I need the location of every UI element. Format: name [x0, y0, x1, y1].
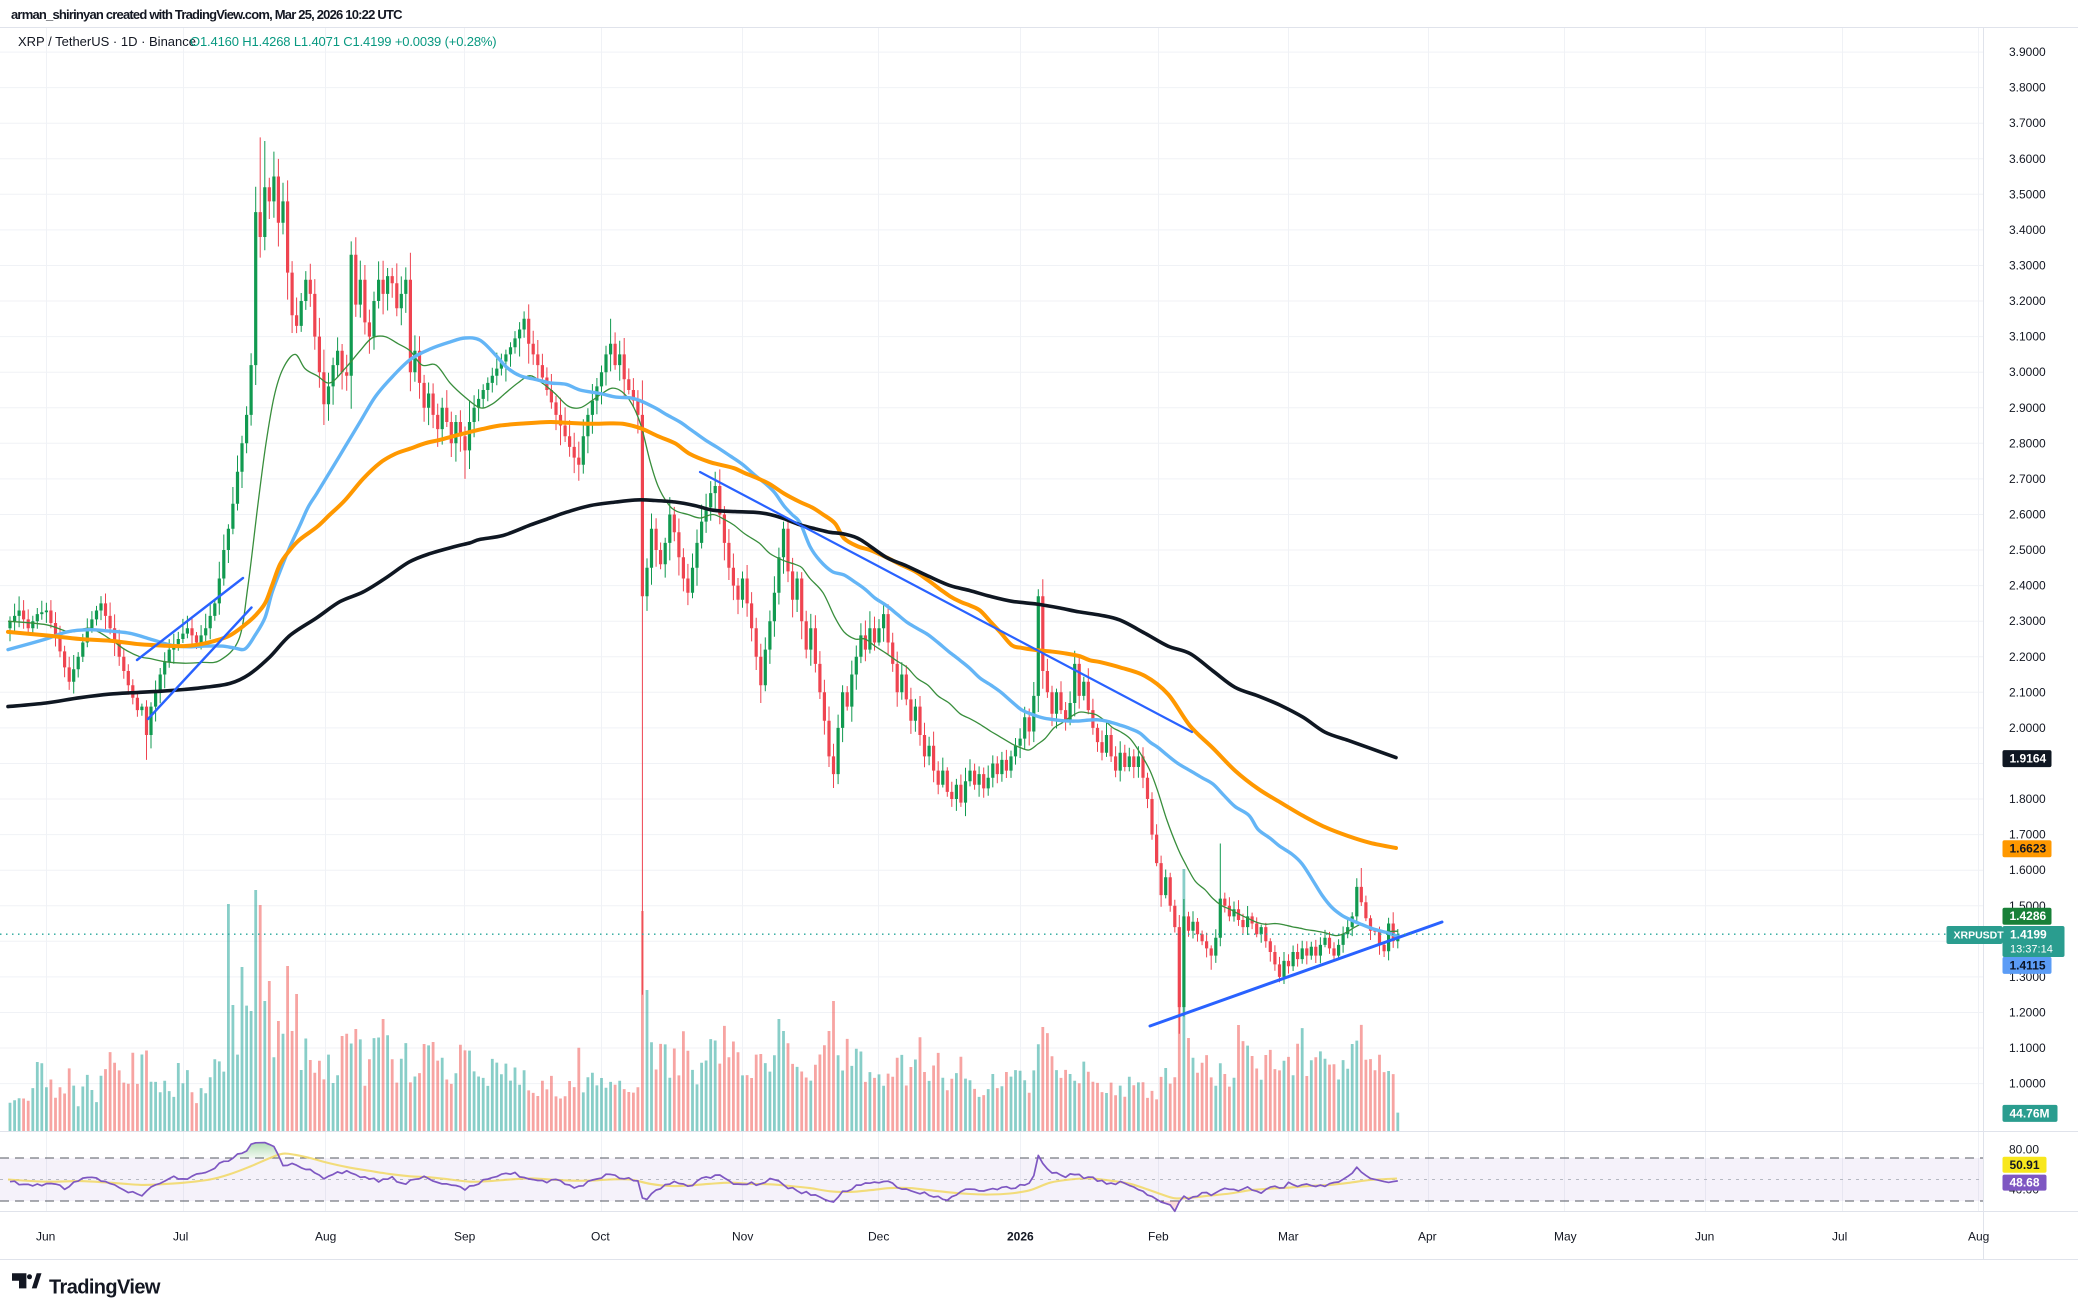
svg-text:2.9000: 2.9000	[2009, 401, 2046, 415]
svg-text:XRP / TetherUS · 1D · Binance: XRP / TetherUS · 1D · Binance	[18, 34, 196, 49]
svg-text:1.2000: 1.2000	[2009, 1006, 2046, 1020]
svg-text:2.4000: 2.4000	[2009, 579, 2046, 593]
svg-text:O1.4160 H1.4268 L1.4071 C1.419: O1.4160 H1.4268 L1.4071 C1.4199 +0.0039 …	[190, 34, 497, 49]
svg-text:Oct: Oct	[591, 1230, 610, 1244]
svg-text:XRPUSDT: XRPUSDT	[1954, 930, 2005, 942]
svg-text:3.5000: 3.5000	[2009, 187, 2046, 201]
svg-text:Nov: Nov	[732, 1230, 753, 1244]
svg-text:3.9000: 3.9000	[2009, 45, 2046, 59]
svg-text:Jul: Jul	[1832, 1230, 1847, 1244]
svg-text:2.7000: 2.7000	[2009, 472, 2046, 486]
svg-text:1.0000: 1.0000	[2009, 1077, 2046, 1091]
svg-text:2026: 2026	[1007, 1230, 1034, 1244]
svg-text:50.91: 50.91	[2010, 1158, 2040, 1172]
svg-text:3.1000: 3.1000	[2009, 330, 2046, 344]
svg-text:Mar: Mar	[1278, 1230, 1299, 1244]
svg-text:Aug: Aug	[315, 1230, 336, 1244]
svg-text:80.00: 80.00	[2009, 1142, 2039, 1156]
svg-text:Dec: Dec	[868, 1230, 889, 1244]
svg-text:44.76M: 44.76M	[2010, 1106, 2050, 1120]
svg-text:Jun: Jun	[36, 1230, 55, 1244]
svg-text:3.3000: 3.3000	[2009, 259, 2046, 273]
svg-text:Apr: Apr	[1418, 1230, 1437, 1244]
svg-text:1.8000: 1.8000	[2009, 792, 2046, 806]
svg-text:3.8000: 3.8000	[2009, 81, 2046, 95]
svg-text:Sep: Sep	[454, 1230, 476, 1244]
svg-text:1.1000: 1.1000	[2009, 1041, 2046, 1055]
svg-text:2.6000: 2.6000	[2009, 508, 2046, 522]
svg-text:May: May	[1554, 1230, 1577, 1244]
svg-text:1.7000: 1.7000	[2009, 828, 2046, 842]
svg-text:3.2000: 3.2000	[2009, 294, 2046, 308]
svg-text:1.4286: 1.4286	[2010, 909, 2047, 923]
svg-text:arman_shirinyan created with T: arman_shirinyan created with TradingView…	[11, 7, 403, 22]
svg-text:3.7000: 3.7000	[2009, 116, 2046, 130]
svg-text:2.3000: 2.3000	[2009, 614, 2046, 628]
svg-text:Feb: Feb	[1148, 1230, 1169, 1244]
svg-text:3.6000: 3.6000	[2009, 152, 2046, 166]
svg-text:2.8000: 2.8000	[2009, 436, 2046, 450]
svg-text:1.4199: 1.4199	[2010, 928, 2047, 942]
svg-text:Aug: Aug	[1968, 1230, 1989, 1244]
svg-text:1.6000: 1.6000	[2009, 863, 2046, 877]
svg-text:1.4115: 1.4115	[2010, 958, 2046, 972]
svg-text:Jun: Jun	[1695, 1230, 1714, 1244]
svg-text:TradingView: TradingView	[49, 1277, 161, 1299]
svg-text:3.4000: 3.4000	[2009, 223, 2046, 237]
svg-text:Jul: Jul	[173, 1230, 188, 1244]
svg-text:13:37:14: 13:37:14	[2010, 944, 2053, 956]
svg-text:2.2000: 2.2000	[2009, 650, 2046, 664]
svg-text:48.68: 48.68	[2010, 1176, 2040, 1190]
svg-text:1.6623: 1.6623	[2010, 842, 2047, 856]
svg-text:2.0000: 2.0000	[2009, 721, 2046, 735]
svg-text:1.9164: 1.9164	[2010, 752, 2047, 766]
svg-text:3.0000: 3.0000	[2009, 365, 2046, 379]
svg-text:2.1000: 2.1000	[2009, 685, 2046, 699]
svg-text:2.5000: 2.5000	[2009, 543, 2046, 557]
